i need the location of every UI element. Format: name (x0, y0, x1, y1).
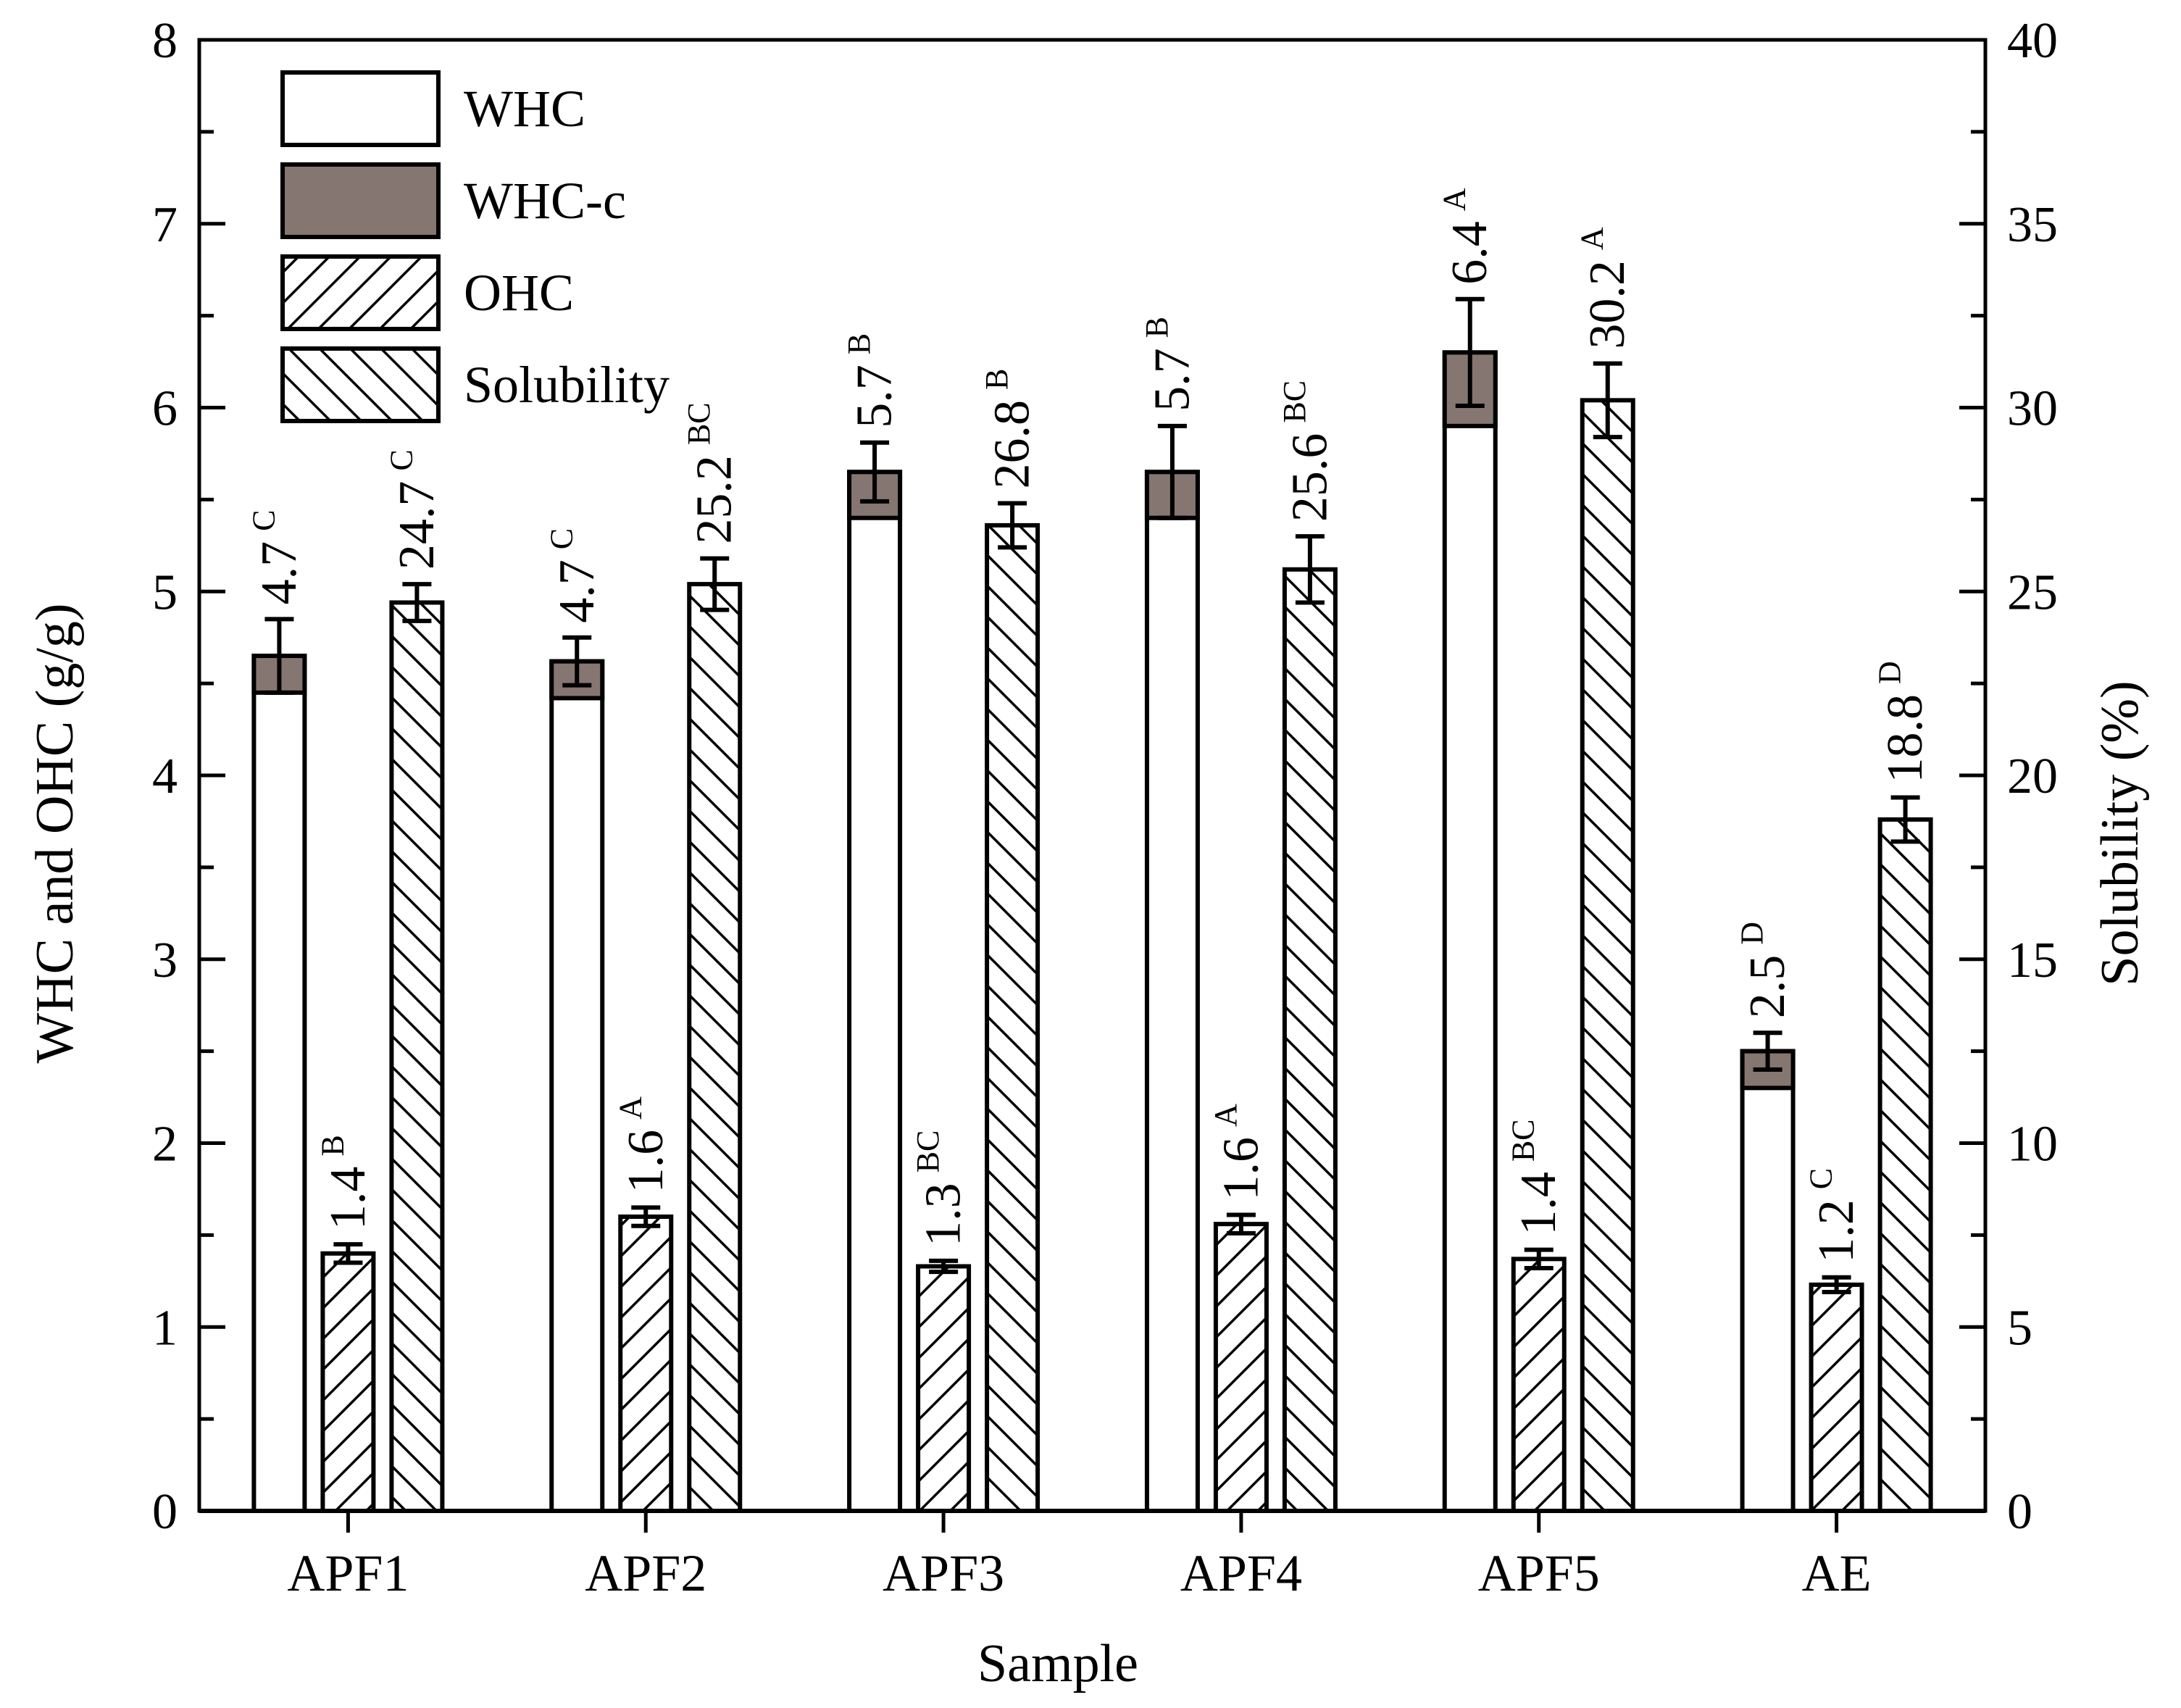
ohc-value-label-letter: BC (910, 1130, 946, 1173)
x-tick-label: APF4 (1180, 1544, 1302, 1602)
y2-tick-label: 10 (2007, 1117, 2058, 1172)
solubility-bar (1580, 398, 1635, 1513)
ohc-bar (320, 1251, 376, 1513)
solubility-bar (1282, 567, 1338, 1513)
ohc-bar (1809, 1282, 1864, 1513)
whc-value-label: 4.7C (543, 528, 605, 623)
solubility-value-label: 18.8D (1872, 661, 1933, 783)
solubility-value-label: 26.8B (979, 369, 1041, 489)
ohc-value-label: 1.4BC (1505, 1119, 1567, 1235)
solubility-value-label-letter: B (979, 369, 1014, 390)
legend: WHC WHC-c OHC Solubility (280, 70, 670, 423)
solubility-value-label: 25.2BC (681, 402, 743, 543)
x-tick-label: APF3 (883, 1544, 1004, 1602)
y-tick-label: 5 (152, 565, 178, 620)
solubility-bar (985, 522, 1041, 1513)
solubility-value-label-letter: BC (1276, 380, 1311, 423)
solubility-value-label-letter: C (383, 449, 419, 470)
whc-value-label-letter: C (543, 528, 579, 549)
ohc-value-label: 1.6A (612, 1096, 674, 1193)
whc-bar (847, 470, 903, 1513)
ohc-value-label-letter: A (1207, 1104, 1243, 1127)
y-tick-label: 8 (152, 13, 178, 69)
ohc-bar (916, 1264, 972, 1513)
whc-bar (1442, 350, 1498, 1513)
y2-tick-label: 5 (2007, 1300, 2032, 1356)
x-axis-title: Sample (977, 1634, 1138, 1694)
x-tick-label: APF5 (1478, 1544, 1600, 1602)
solubility-value-label: 24.7C (383, 449, 445, 570)
y-tick-label: 0 (152, 1484, 178, 1540)
solubility-value-label-letter: D (1872, 661, 1907, 684)
legend-label-solubility: Solubility (464, 356, 670, 414)
plot-area: 0 1 2 3 4 5 6 7 8 0 5 10 15 20 25 30 35 40 APF1 APF2 APF3 APF… (152, 13, 2058, 1602)
y-tick-label: 2 (152, 1117, 178, 1172)
x-tick-label: APF2 (585, 1544, 706, 1602)
x-tick-label: AE (1802, 1544, 1872, 1602)
legend-swatch-ohc (280, 254, 441, 331)
y-axis-title: WHC and OHC (g/g) (25, 603, 85, 1063)
ohc-value-label-letter: BC (1505, 1119, 1540, 1162)
whc-value-label: 2.5D (1734, 922, 1796, 1018)
solubility-value-label: 30.2A (1574, 227, 1635, 349)
whc-bar (549, 659, 605, 1513)
y2-tick-label: 30 (2007, 381, 2058, 437)
y2-tick-label: 35 (2007, 197, 2058, 253)
y2-tick-label: 15 (2007, 933, 2058, 988)
whc-value-label-letter: C (246, 509, 281, 530)
ohc-bar (1213, 1222, 1269, 1514)
y2-tick-label: 20 (2007, 749, 2058, 804)
whc-value-label-letter: D (1734, 922, 1769, 945)
y2-tick-label: 40 (2007, 13, 2058, 69)
legend-swatch-whc_c (280, 162, 441, 239)
solubility-bar (389, 600, 445, 1513)
ohc-bar (1511, 1257, 1567, 1514)
whc-bar (1144, 470, 1200, 1513)
solubility-value-label: 25.6BC (1276, 380, 1338, 522)
ohc-value-label: 1.3BC (910, 1130, 972, 1246)
solubility-value-label-letter: BC (681, 402, 717, 445)
y-tick-label: 1 (152, 1300, 178, 1356)
solubility-bar (1877, 817, 1933, 1513)
y-tick-label: 7 (152, 197, 178, 253)
ohc-value-label: 1.6A (1207, 1104, 1269, 1201)
whc-value-label: 6.4A (1436, 188, 1498, 285)
y-tick-label: 6 (152, 381, 178, 437)
whc-bar (1740, 1049, 1796, 1513)
legend-label-whc: WHC (464, 80, 585, 138)
y2-tick-label: 0 (2007, 1484, 2032, 1540)
ohc-value-label-letter: C (1803, 1168, 1838, 1189)
whc-value-label: 5.7B (1138, 317, 1200, 412)
whc-value-label: 5.7B (841, 333, 903, 428)
legend-label-ohc: OHC (464, 264, 574, 322)
solubility-value-label-letter: A (1574, 227, 1609, 250)
ohc-value-label-letter: B (314, 1135, 350, 1156)
legend-label-whc_c: WHC-c (464, 172, 626, 230)
whc-bar (251, 654, 307, 1513)
y2-tick-label: 25 (2007, 565, 2058, 620)
whc-value-label: 4.7C (246, 509, 307, 604)
y-tick-label: 3 (152, 933, 178, 988)
plot-frame (197, 38, 1988, 1513)
ohc-bar (618, 1215, 674, 1513)
solubility-bar (687, 582, 743, 1513)
ohc-value-label: 1.4B (314, 1135, 376, 1230)
whc-value-label-letter: B (841, 333, 877, 354)
whc-value-label-letter: B (1138, 317, 1174, 338)
whc-value-label-letter: A (1436, 188, 1472, 211)
y2-axis-title: Solubility (%) (2090, 680, 2150, 986)
ohc-value-label-letter: A (612, 1096, 648, 1120)
bars: 4.7C 1.4B 24.7C 4.7C 1.6A 25.2BC 5.7B 1.3BC 26.8… (246, 188, 1933, 1514)
y-tick-label: 4 (152, 749, 178, 804)
legend-swatch-solubility (280, 346, 441, 423)
ohc-value-label: 1.2C (1803, 1168, 1864, 1263)
legend-swatch-whc (280, 70, 441, 147)
x-tick-label: APF1 (287, 1544, 409, 1602)
